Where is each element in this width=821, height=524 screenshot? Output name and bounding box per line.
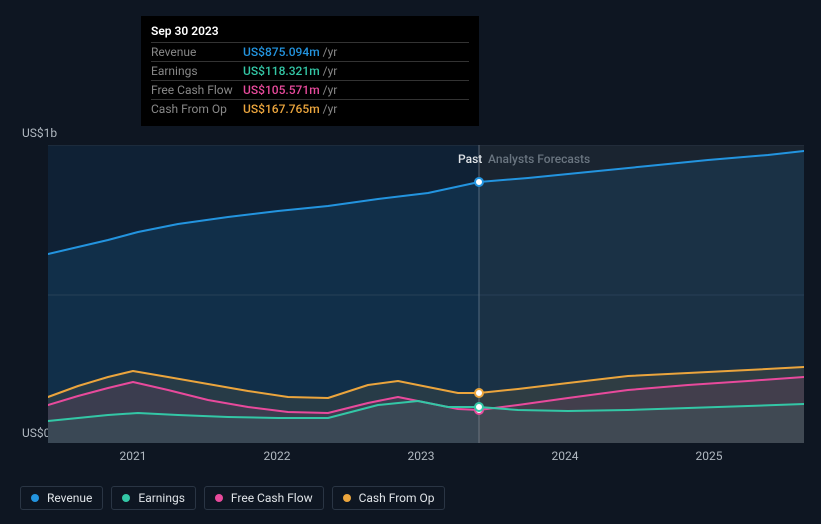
tooltip-row-label: Cash From Op xyxy=(151,102,243,116)
yaxis-label: US$1b xyxy=(22,126,57,140)
legend-item-earnings[interactable]: Earnings xyxy=(111,486,196,510)
region-label-past: Past xyxy=(458,152,482,166)
legend-dot-icon xyxy=(31,494,39,502)
legend-item-free-cash-flow[interactable]: Free Cash Flow xyxy=(204,486,324,510)
chart-tooltip: Sep 30 2023 RevenueUS$875.094m/yrEarning… xyxy=(141,16,479,126)
legend-dot-icon xyxy=(215,494,223,502)
chart-svg xyxy=(48,145,804,443)
tooltip-row: EarningsUS$118.321m/yr xyxy=(151,61,469,80)
tooltip-date: Sep 30 2023 xyxy=(151,24,469,42)
tooltip-row: Cash From OpUS$167.765m/yr xyxy=(151,99,469,118)
xaxis-label: 2021 xyxy=(120,449,147,463)
chart-legend: Revenue Earnings Free Cash Flow Cash From O… xyxy=(20,486,445,510)
xaxis-label: 2022 xyxy=(264,449,291,463)
tooltip-row-value: US$118.321m xyxy=(243,64,320,78)
legend-item-cash-from-op[interactable]: Cash From Op xyxy=(332,486,446,510)
tooltip-row: Free Cash FlowUS$105.571m/yr xyxy=(151,80,469,99)
legend-dot-icon xyxy=(122,494,130,502)
tooltip-row-unit: /yr xyxy=(323,83,338,97)
legend-item-revenue[interactable]: Revenue xyxy=(20,486,103,510)
tooltip-row-unit: /yr xyxy=(323,45,338,59)
tooltip-row-label: Earnings xyxy=(151,64,243,78)
legend-item-label: Cash From Op xyxy=(359,491,435,505)
xaxis-label: 2023 xyxy=(408,449,435,463)
tooltip-row: RevenueUS$875.094m/yr xyxy=(151,42,469,61)
tooltip-row-label: Revenue xyxy=(151,45,243,59)
chart-plot-area xyxy=(48,145,804,443)
legend-dot-icon xyxy=(343,494,351,502)
legend-item-label: Revenue xyxy=(47,491,92,505)
legend-item-label: Earnings xyxy=(138,491,185,505)
tooltip-row-value: US$105.571m xyxy=(243,83,320,97)
tooltip-row-value: US$875.094m xyxy=(243,45,320,59)
region-label-forecast: Analysts Forecasts xyxy=(488,152,590,166)
marker-cash-from-op xyxy=(475,389,483,397)
marker-revenue xyxy=(475,178,483,186)
tooltip-row-unit: /yr xyxy=(323,102,338,116)
tooltip-row-label: Free Cash Flow xyxy=(151,83,243,97)
xaxis-label: 2025 xyxy=(696,449,723,463)
yaxis-label: US$0 xyxy=(22,426,50,440)
tooltip-row-unit: /yr xyxy=(323,64,338,78)
legend-item-label: Free Cash Flow xyxy=(231,491,313,505)
marker-earnings xyxy=(475,403,483,411)
xaxis-label: 2024 xyxy=(552,449,579,463)
tooltip-row-value: US$167.765m xyxy=(243,102,320,116)
